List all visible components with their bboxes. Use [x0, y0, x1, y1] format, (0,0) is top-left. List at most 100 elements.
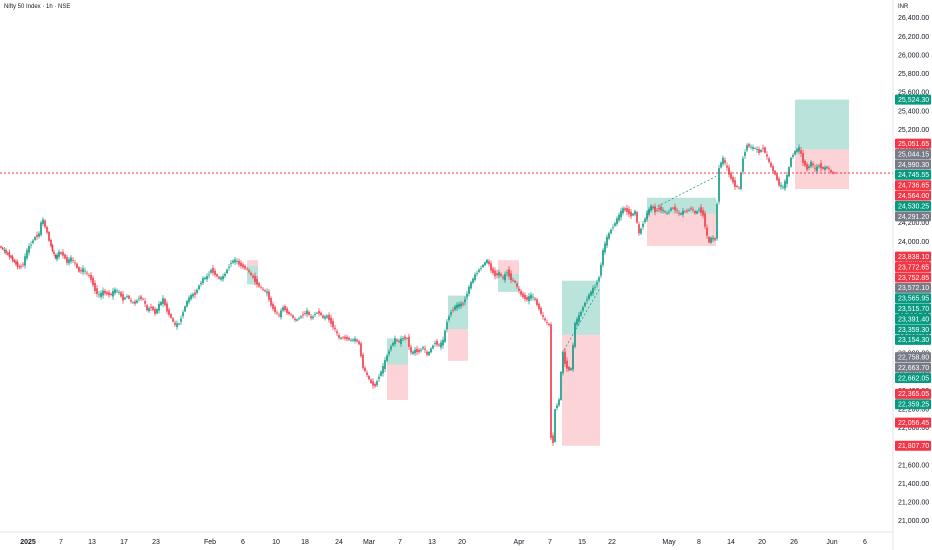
- candle-body: [364, 367, 366, 372]
- candle-body: [3, 249, 6, 251]
- y-tick-label: 21,600.00: [898, 462, 929, 469]
- candle-body: [104, 290, 106, 294]
- candle-body: [408, 336, 410, 348]
- candle-body: [430, 348, 432, 353]
- candle-body: [818, 165, 820, 167]
- candle-body: [402, 338, 404, 340]
- candle-body: [660, 206, 662, 211]
- candle-body: [434, 343, 436, 344]
- candle-body: [730, 172, 732, 179]
- candle-body: [468, 286, 470, 294]
- candle-body: [44, 220, 46, 228]
- candle-body: [246, 268, 248, 270]
- candle-body: [724, 160, 726, 163]
- price-tag-label: 24,564.00: [898, 193, 929, 200]
- candle-body: [222, 276, 224, 280]
- candle-body: [692, 209, 694, 211]
- candle-body: [808, 166, 810, 168]
- price-tag-bg: [895, 282, 931, 293]
- candle-body: [702, 210, 704, 216]
- candle-body: [778, 178, 780, 186]
- chart-title: Nifty 50 Index · 1h · NSE: [4, 4, 71, 10]
- x-tick-label: 20: [758, 539, 766, 546]
- y-tick-label: 21,200.00: [898, 500, 929, 507]
- candle-body: [240, 262, 242, 267]
- candle-body: [542, 315, 544, 317]
- candle-body: [162, 298, 164, 304]
- candle-body: [614, 223, 616, 226]
- price-tag-label: 23,154.30: [898, 337, 929, 344]
- x-tick-label: 20: [458, 539, 466, 546]
- candle-body: [640, 228, 642, 234]
- x-tick-label: 23: [152, 539, 160, 546]
- candle-body: [658, 207, 660, 210]
- candle-body: [764, 147, 766, 153]
- candle-body: [82, 268, 84, 273]
- candle-body: [8, 252, 11, 257]
- y-tick-label: 22,000.00: [898, 425, 929, 432]
- candle-body: [786, 175, 788, 184]
- candle-body: [174, 322, 176, 325]
- candle-body: [722, 157, 724, 164]
- candle-body: [520, 290, 522, 295]
- candle-body: [188, 297, 190, 303]
- candle-body: [804, 160, 806, 166]
- price-tag-bg: [895, 324, 931, 335]
- candle-body: [664, 211, 666, 213]
- candle-body: [424, 348, 426, 350]
- y-tick-label: 25,200.00: [898, 127, 929, 134]
- currency-label[interactable]: INR: [898, 4, 909, 10]
- candle-body: [616, 218, 618, 224]
- candle-body: [780, 184, 782, 187]
- candle-body: [106, 292, 108, 295]
- candle-body: [626, 208, 628, 213]
- candle-body: [176, 323, 178, 327]
- candle-body: [598, 277, 600, 281]
- candle-body: [648, 209, 650, 215]
- price-tag-bg: [895, 272, 931, 283]
- candle-body: [198, 285, 200, 290]
- candle-body: [560, 371, 562, 400]
- candle-body: [570, 368, 572, 370]
- candle-body: [62, 252, 64, 256]
- price-tag-bg: [895, 440, 931, 451]
- candle-body: [776, 174, 778, 180]
- candle-body: [820, 163, 822, 169]
- candle-body: [460, 303, 462, 307]
- y-tick-label: 22,600.00: [898, 369, 929, 376]
- candle-body: [178, 323, 180, 325]
- candle-body: [378, 376, 380, 380]
- candle-body: [674, 206, 676, 211]
- candle-body: [564, 351, 566, 364]
- candle-body: [708, 236, 710, 243]
- candle-body: [512, 279, 514, 281]
- candle-body: [816, 166, 818, 172]
- price-tag-label: 23,565.95: [898, 296, 929, 303]
- candle-body: [644, 218, 646, 223]
- candle-body: [268, 291, 270, 300]
- price-tag-label: 23,752.85: [898, 275, 929, 282]
- candle-body: [226, 269, 228, 274]
- y-tick-label: 21,000.00: [898, 518, 929, 525]
- candle-body: [114, 289, 116, 294]
- price-tag-label: 23,772.65: [898, 264, 929, 271]
- candle-body: [454, 306, 456, 310]
- candle-body: [812, 163, 814, 166]
- price-tag-bg: [895, 417, 931, 428]
- position-box-red-7: [498, 260, 519, 275]
- candle-body: [212, 267, 214, 273]
- candle-body: [552, 435, 554, 443]
- candle-body: [646, 212, 648, 220]
- price-tag-bg: [895, 211, 931, 222]
- candle-body: [490, 263, 492, 271]
- candle-body: [42, 219, 44, 224]
- candle-body: [798, 147, 800, 152]
- candle-body: [458, 304, 460, 307]
- candle-body: [508, 269, 510, 277]
- candle-body: [316, 312, 318, 314]
- trade-line: [646, 176, 717, 213]
- price-tag-bg: [895, 148, 931, 159]
- candle-body: [182, 312, 184, 317]
- candle-body: [296, 319, 298, 321]
